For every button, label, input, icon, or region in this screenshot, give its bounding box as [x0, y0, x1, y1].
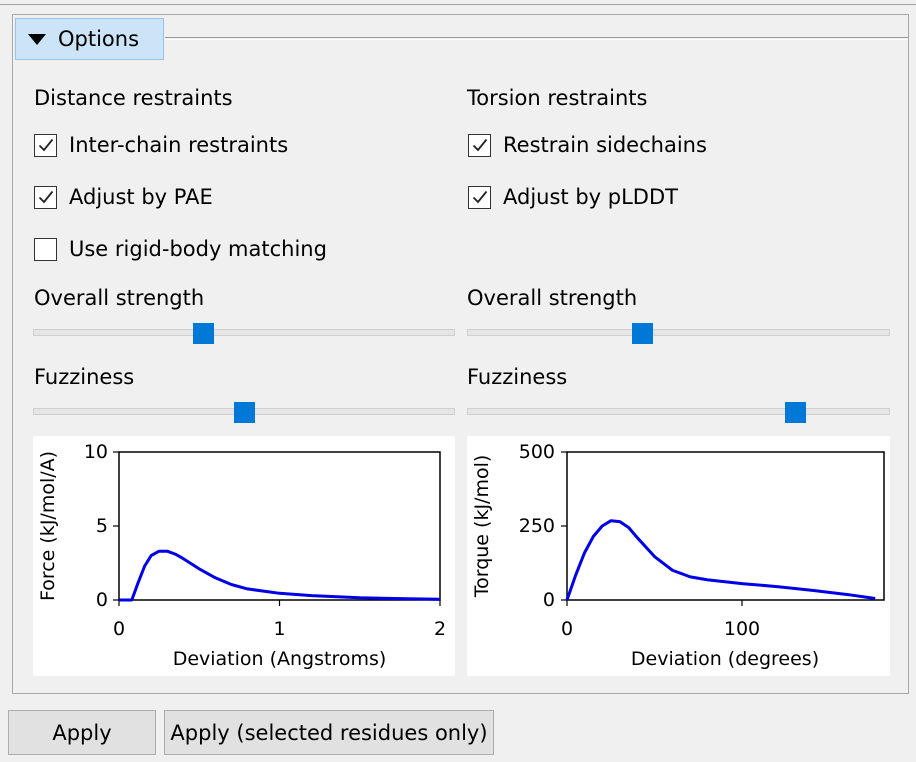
force-plot-xticks: 0 1 2: [113, 600, 446, 640]
checkbox-box[interactable]: [34, 133, 57, 157]
checkbox-box[interactable]: [468, 133, 491, 157]
torsion-fuzziness-label: Fuzziness: [467, 365, 568, 389]
force-ytick-label: 5: [96, 515, 108, 537]
torque-plot-svg: 0 100 0 250 500 Deviation (degrees) Torq…: [471, 441, 885, 670]
force-plot-svg: 0 1 2 0 5 10 Deviation (Angstroms) Force…: [37, 441, 446, 670]
torque-ylabel: Torque (kJ/mol): [471, 455, 493, 599]
force-ylabel: Force (kJ/mol/A): [37, 451, 59, 601]
torque-xtick-label: 0: [561, 618, 573, 640]
distance-strength-slider[interactable]: [33, 323, 455, 345]
checkbox-label: Use rigid-body matching: [69, 237, 327, 261]
force-ytick-label: 0: [96, 589, 108, 611]
torque-ytick-label: 250: [519, 515, 555, 537]
torque-xlabel: Deviation (degrees): [631, 648, 819, 670]
adjust-by-pae-checkbox[interactable]: Adjust by PAE: [34, 185, 213, 209]
options-toggle-button[interactable]: Options: [15, 18, 164, 60]
options-header-line-highlight: [165, 39, 908, 40]
distance-restraints-heading: Distance restraints: [34, 86, 233, 110]
slider-groove: [467, 329, 890, 336]
checkbox-box[interactable]: [34, 237, 57, 261]
force-xtick-label: 1: [273, 618, 285, 640]
checkmark-icon: [38, 190, 53, 204]
torque-plot-xticks: 0 100: [561, 600, 760, 640]
torsion-strength-label: Overall strength: [467, 286, 638, 310]
checkbox-label: Inter-chain restraints: [69, 133, 289, 157]
checkmark-icon: [38, 138, 53, 152]
force-ytick-label: 10: [84, 441, 108, 463]
torque-plot: 0 100 0 250 500 Deviation (degrees) Torq…: [467, 436, 890, 676]
checkmark-icon: [472, 190, 487, 204]
distance-strength-label: Overall strength: [34, 286, 205, 310]
torsion-strength-slider[interactable]: [467, 323, 890, 345]
force-plot-frame: [118, 451, 441, 601]
force-xtick-label: 0: [113, 618, 125, 640]
adjust-by-plddt-checkbox[interactable]: Adjust by pLDDT: [468, 185, 678, 209]
options-header-line: [165, 37, 908, 38]
restrain-sidechains-checkbox[interactable]: Restrain sidechains: [468, 133, 707, 157]
slider-handle[interactable]: [785, 402, 806, 423]
force-plot-yticks: 0 5 10: [84, 441, 119, 611]
checkmark-icon: [472, 138, 487, 152]
checkbox-box[interactable]: [468, 185, 491, 209]
torque-ytick-label: 0: [543, 589, 555, 611]
torsion-fuzziness-slider[interactable]: [467, 402, 890, 424]
force-xlabel: Deviation (Angstroms): [173, 648, 387, 670]
slider-handle[interactable]: [632, 323, 653, 344]
slider-groove: [33, 329, 455, 336]
checkbox-label: Adjust by pLDDT: [503, 185, 678, 209]
force-plot: 0 1 2 0 5 10 Deviation (Angstroms) Force…: [33, 436, 455, 676]
force-curve: [119, 549, 441, 602]
distance-fuzziness-slider[interactable]: [33, 402, 455, 424]
checkbox-label: Restrain sidechains: [503, 133, 707, 157]
options-toggle-label: Options: [58, 27, 140, 51]
torsion-restraints-heading: Torsion restraints: [467, 86, 648, 110]
checkbox-box[interactable]: [34, 185, 57, 209]
torque-plot-yticks: 0 250 500: [519, 441, 567, 611]
triangle-down-icon: [28, 33, 46, 45]
torque-ytick-label: 500: [519, 441, 555, 463]
torque-xtick-label: 100: [724, 618, 760, 640]
torque-curve: [565, 519, 876, 601]
force-xtick-label: 2: [434, 618, 446, 640]
slider-handle[interactable]: [193, 323, 214, 344]
rigid-body-matching-checkbox[interactable]: Use rigid-body matching: [34, 237, 327, 261]
apply-button[interactable]: Apply: [8, 710, 156, 755]
apply-selected-residues-button[interactable]: Apply (selected residues only): [164, 710, 494, 755]
distance-fuzziness-label: Fuzziness: [34, 365, 135, 389]
slider-handle[interactable]: [234, 402, 255, 423]
torque-plot-frame: [566, 451, 885, 601]
inter-chain-restraints-checkbox[interactable]: Inter-chain restraints: [34, 133, 288, 157]
checkbox-label: Adjust by PAE: [69, 185, 213, 209]
slider-groove: [467, 408, 890, 415]
window-top-border: [0, 4, 916, 5]
